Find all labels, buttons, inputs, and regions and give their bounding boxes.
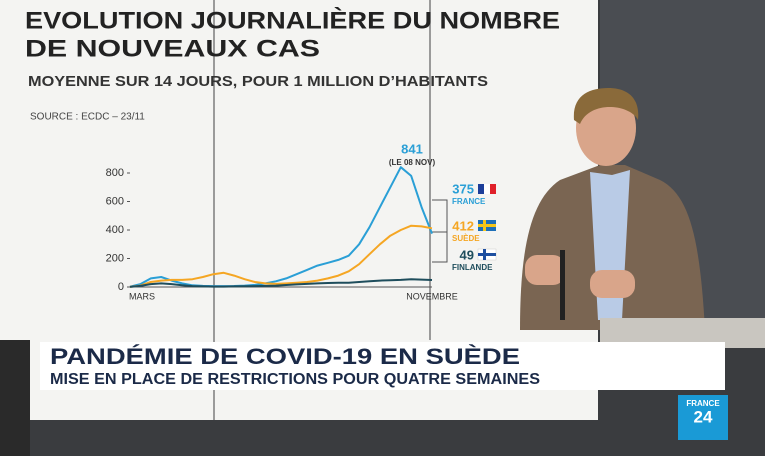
- legend-label: FRANCE: [452, 197, 486, 206]
- subheadline: MISE EN PLACE DE RESTRICTIONS POUR QUATR…: [50, 371, 540, 388]
- end-value-label: 375: [452, 181, 474, 196]
- end-value-label: 412: [452, 218, 474, 233]
- y-tick-label: 200: [106, 252, 124, 264]
- peak-annotation: (LE 08 NOV): [389, 158, 436, 167]
- x-tick-label: MARS: [129, 291, 155, 301]
- flag-france: [478, 184, 496, 194]
- peak-value-label: 841: [401, 141, 423, 156]
- logo-text: FRANCE: [686, 399, 720, 408]
- logo-text: 24: [694, 407, 713, 426]
- headline: PANDÉMIE DE COVID-19 EN SUÈDE: [50, 344, 520, 369]
- legend-label: SUÈDE: [452, 234, 480, 243]
- y-tick-label: 0: [118, 281, 124, 293]
- chart-title: DE NOUVEAUX CAS: [25, 35, 320, 62]
- y-tick-label: 800: [106, 167, 124, 179]
- chart-subtitle: MOYENNE SUR 14 JOURS, POUR 1 MILLION D’H…: [28, 73, 488, 90]
- flag-finland: [477, 248, 497, 261]
- y-tick-label: 400: [106, 224, 124, 236]
- series-line: [129, 278, 433, 288]
- chart-title: EVOLUTION JOURNALIÈRE DU NOMBRE: [25, 6, 560, 34]
- legend-label: FINLANDE: [452, 263, 493, 272]
- label-connector: [432, 199, 448, 263]
- studio-prop: [0, 340, 30, 456]
- flag-sweden: [478, 220, 496, 231]
- y-tick-label: 600: [106, 195, 124, 207]
- lower-third: [40, 342, 725, 390]
- presenter: [520, 88, 705, 330]
- chart-source: SOURCE : ECDC – 23/11: [30, 112, 145, 123]
- x-tick-label: NOVEMBRE: [406, 291, 458, 301]
- end-value-label: 49: [460, 247, 474, 262]
- series-line: [129, 166, 433, 288]
- channel-logo: [678, 395, 728, 440]
- series-line: [129, 224, 433, 288]
